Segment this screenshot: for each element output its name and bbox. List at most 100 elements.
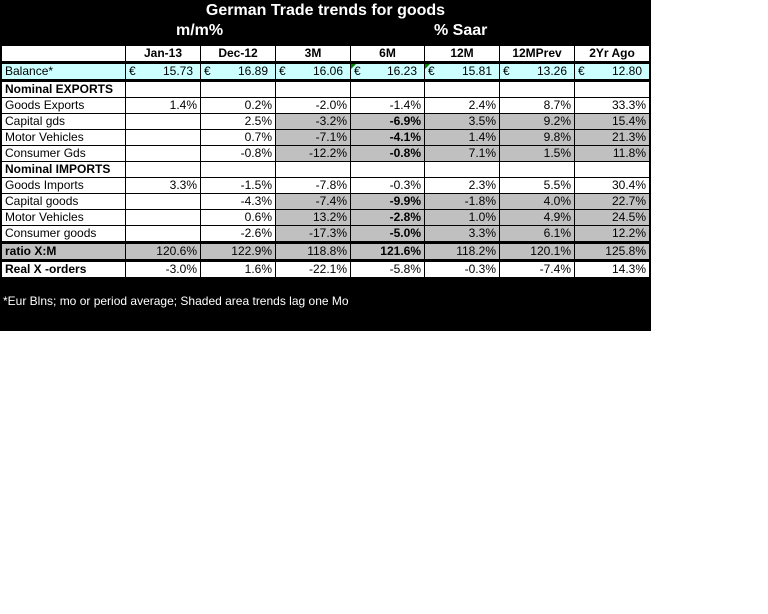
table-cell: 9.8% <box>499 129 575 146</box>
section-row: Nominal EXPORTS <box>1 80 650 98</box>
table-cell: 3.5% <box>424 113 500 130</box>
balance-cell: €16.89 <box>200 62 276 82</box>
table-cell: 4.0% <box>499 193 575 210</box>
table-cell: 0.2% <box>200 97 276 114</box>
col-header: 6M <box>350 45 425 64</box>
balance-cell: €16.23 <box>350 62 425 82</box>
table-cell: -4.1% <box>350 129 425 146</box>
table-cell: 8.7% <box>499 97 575 114</box>
table-cell: -7.1% <box>275 129 351 146</box>
row-label: Capital goods <box>1 193 126 210</box>
table-cell: 24.5% <box>574 209 650 226</box>
row-label: Motor Vehicles <box>1 209 126 226</box>
table-cell: -22.1% <box>275 260 351 278</box>
balance-cell: €13.26 <box>499 62 575 82</box>
balance-row: Balance* €15.73 €16.89 €16.06 €16.23 €15… <box>1 62 650 82</box>
table-row: Capital goods -4.3% -7.4% -9.9% -1.8% 4.0% 22.… <box>1 193 650 210</box>
table-cell: -4.3% <box>200 193 276 210</box>
col-header: Dec-12 <box>200 45 276 64</box>
table-cell: 1.5% <box>499 145 575 162</box>
table-row: Goods Imports 3.3% -1.5% -7.8% -0.3% 2.3% 5.5%… <box>1 177 650 194</box>
table-cell: -12.2% <box>275 145 351 162</box>
table-cell: 1.0% <box>424 209 500 226</box>
row-label: Goods Exports <box>1 97 126 114</box>
table-cell: -7.4% <box>275 193 351 210</box>
row-label: ratio X:M <box>1 241 126 262</box>
row-label: Real X -orders <box>1 260 126 278</box>
marker-icon <box>351 64 356 69</box>
table-cell: 12.2% <box>574 225 650 243</box>
table-cell: -2.8% <box>350 209 425 226</box>
table-cell <box>125 113 201 130</box>
table-cell <box>125 209 201 226</box>
table-cell: 120.6% <box>125 241 201 262</box>
table-cell: -6.9% <box>350 113 425 130</box>
table-row: Motor Vehicles 0.6% 13.2% -2.8% 1.0% 4.9% 24.5… <box>1 209 650 226</box>
table-cell <box>125 129 201 146</box>
table-cell: 33.3% <box>574 97 650 114</box>
row-label: Consumer goods <box>1 225 126 243</box>
col-header: Jan-13 <box>125 45 201 64</box>
row-label: Goods Imports <box>1 177 126 194</box>
table-title: German Trade trends for goods <box>205 2 446 19</box>
row-label: Motor Vehicles <box>1 129 126 146</box>
subtitle-mm: m/m% <box>176 22 224 39</box>
ratio-row: ratio X:M 120.6% 122.9% 118.8% 121.6% 11… <box>1 241 650 262</box>
table-cell: -1.8% <box>424 193 500 210</box>
marker-icon <box>425 64 430 69</box>
table-cell: 2.3% <box>424 177 500 194</box>
header-row: Jan-13 Dec-12 3M 6M 12M 12MPrev 2Yr Ago <box>1 45 650 64</box>
table-cell: 4.9% <box>499 209 575 226</box>
table-row: Consumer goods -2.6% -17.3% -5.0% 3.3% 6.1% 12… <box>1 225 650 243</box>
table-cell: -0.3% <box>350 177 425 194</box>
table-cell: -3.2% <box>275 113 351 130</box>
table-cell: 118.2% <box>424 241 500 262</box>
table-cell: 3.3% <box>424 225 500 243</box>
table-cell: -7.8% <box>275 177 351 194</box>
table-cell <box>125 145 201 162</box>
footnote: *Eur Blns; mo or period average; Shaded … <box>3 294 349 308</box>
table-cell: 2.5% <box>200 113 276 130</box>
table-cell: 13.2% <box>275 209 351 226</box>
table-cell: -0.8% <box>350 145 425 162</box>
real-orders-row: Real X -orders -3.0% 1.6% -22.1% -5.8% -… <box>1 260 650 278</box>
table-cell: 0.7% <box>200 129 276 146</box>
table-cell: 2.4% <box>424 97 500 114</box>
table-cell: 3.3% <box>125 177 201 194</box>
table-cell: 11.8% <box>574 145 650 162</box>
table-cell: -2.0% <box>275 97 351 114</box>
section-label: Nominal IMPORTS <box>1 161 126 178</box>
trade-table-panel: German Trade trends for goods m/m% % Saa… <box>0 0 651 331</box>
table-cell: 121.6% <box>350 241 425 262</box>
row-label: Consumer Gds <box>1 145 126 162</box>
table-cell: 22.7% <box>574 193 650 210</box>
col-header: 3M <box>275 45 351 64</box>
table-cell: -5.0% <box>350 225 425 243</box>
table-cell: -1.5% <box>200 177 276 194</box>
table-cell: -5.8% <box>350 260 425 278</box>
table-cell: -3.0% <box>125 260 201 278</box>
col-header: 12MPrev <box>499 45 575 64</box>
table-cell: 15.4% <box>574 113 650 130</box>
table-row: Capital gds 2.5% -3.2% -6.9% 3.5% 9.2% 15.4% <box>1 113 650 130</box>
table-row: Goods Exports 1.4% 0.2% -2.0% -1.4% 2.4% 8.7% 3… <box>1 97 650 114</box>
table-cell: -17.3% <box>275 225 351 243</box>
table-cell: 5.5% <box>499 177 575 194</box>
balance-cell: €12.80 <box>574 62 650 82</box>
table-cell: 0.6% <box>200 209 276 226</box>
table-cell <box>125 225 201 243</box>
table-cell: 6.1% <box>499 225 575 243</box>
table-cell: 122.9% <box>200 241 276 262</box>
balance-label: Balance* <box>1 62 126 82</box>
col-header: 2Yr Ago <box>574 45 650 64</box>
table-cell <box>125 193 201 210</box>
col-header: 12M <box>424 45 500 64</box>
table-cell: 120.1% <box>499 241 575 262</box>
subtitle-saar: % Saar <box>434 22 488 39</box>
balance-cell: €16.06 <box>275 62 351 82</box>
table-cell: -7.4% <box>499 260 575 278</box>
table-cell: 1.4% <box>424 129 500 146</box>
table-cell: -0.8% <box>200 145 276 162</box>
row-label: Capital gds <box>1 113 126 130</box>
table-row: Motor Vehicles 0.7% -7.1% -4.1% 1.4% 9.8% 21.3… <box>1 129 650 146</box>
